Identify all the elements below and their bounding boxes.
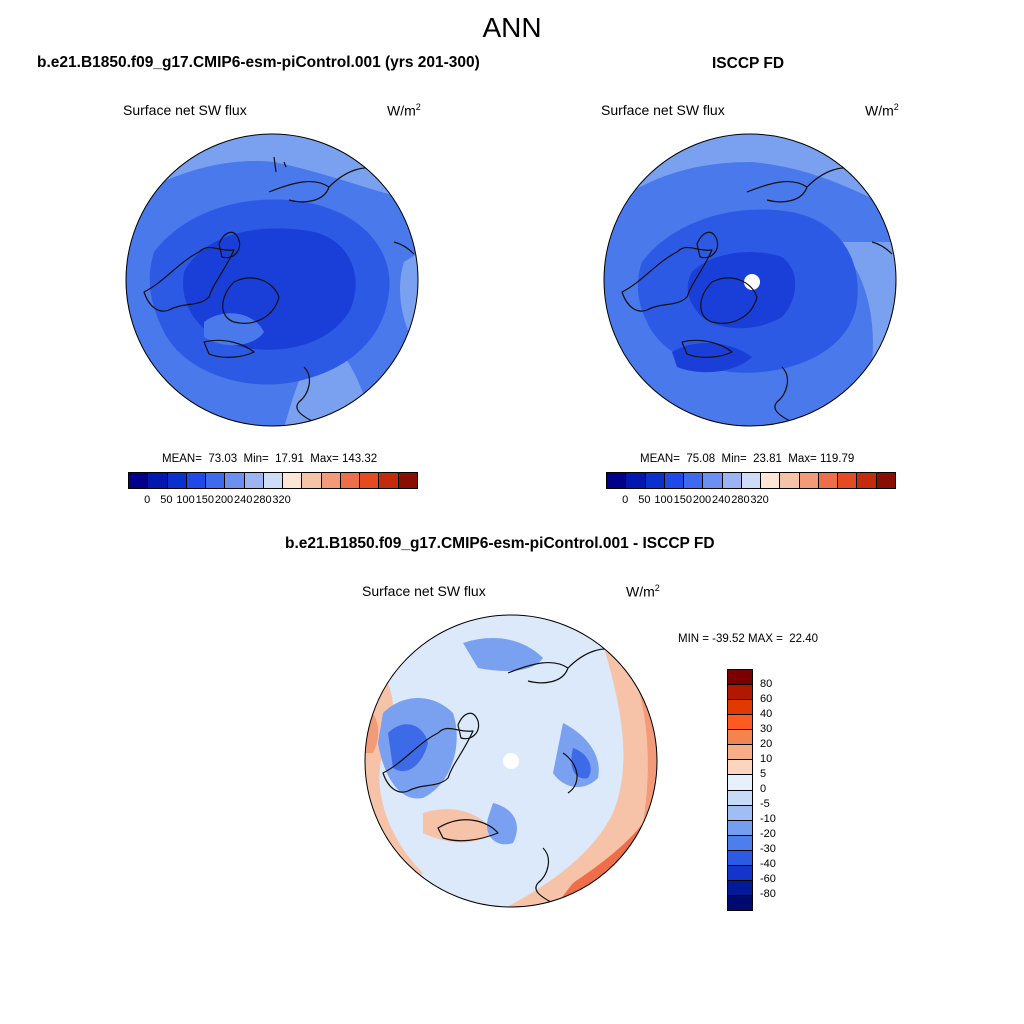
colorbar-box <box>186 473 207 488</box>
model-variable-label: Surface net SW flux <box>123 102 247 118</box>
colorbar-box <box>206 473 226 488</box>
diff-panel-title: b.e21.B1850.f09_g17.CMIP6-esm-piControl.… <box>285 535 715 552</box>
colorbar-box <box>876 473 895 488</box>
colorbar-box <box>728 805 752 821</box>
colorbar-box <box>728 715 752 731</box>
colorbar-box <box>225 473 245 488</box>
colorbar-box <box>799 473 819 488</box>
colorbar-box <box>321 473 341 488</box>
colorbar-box <box>728 895 752 910</box>
diff-variable-label: Surface net SW flux <box>362 583 486 599</box>
colorbar-tick-label: -10 <box>760 813 776 825</box>
colorbar-box <box>728 730 752 746</box>
obs-stats: MEAN= 75.08 Min= 23.81 Max= 119.79 <box>640 453 855 465</box>
colorbar-box <box>283 473 303 488</box>
colorbar-box <box>741 473 762 488</box>
colorbar-box <box>703 473 723 488</box>
colorbar-box <box>167 473 187 488</box>
model-colorbar <box>128 472 418 489</box>
colorbar-tick-label: 0 <box>760 783 767 795</box>
colorbar-box <box>780 473 800 488</box>
colorbar-tick-label: 200 <box>214 494 234 506</box>
colorbar-box <box>728 775 752 791</box>
colorbar-tick-label: 30 <box>760 723 773 735</box>
colorbar-tick-label: 0 <box>622 494 629 506</box>
colorbar-tick-label: 240 <box>712 494 731 506</box>
colorbar-box <box>728 745 752 761</box>
colorbar-tick-label: 320 <box>272 494 291 506</box>
colorbar-box <box>728 820 752 836</box>
diff-units-label: W/m2 <box>626 583 660 600</box>
colorbar-tick-label: 240 <box>234 494 253 506</box>
colorbar-tick-label: 0 <box>144 494 151 506</box>
colorbar-tick-label: -40 <box>760 858 776 870</box>
obs-colorbar <box>606 472 896 489</box>
colorbar-tick-label: 80 <box>760 678 773 690</box>
colorbar-box <box>626 473 646 488</box>
colorbar-tick-label: 280 <box>731 494 750 506</box>
colorbar-box <box>379 473 399 488</box>
colorbar-tick-label: 60 <box>760 693 773 705</box>
colorbar-box <box>728 670 752 686</box>
colorbar-tick-label: 320 <box>750 494 769 506</box>
colorbar-tick-label: -80 <box>760 888 776 900</box>
colorbar-box <box>728 865 752 881</box>
colorbar-box <box>340 473 361 488</box>
model-panel-title: b.e21.B1850.f09_g17.CMIP6-esm-piControl.… <box>37 54 480 71</box>
colorbar-box <box>728 760 752 776</box>
colorbar-tick-label: -5 <box>760 798 770 810</box>
colorbar-tick-label: 150 <box>195 494 214 506</box>
colorbar-tick-label: 100 <box>654 494 673 506</box>
colorbar-box <box>263 473 284 488</box>
colorbar-box <box>398 473 417 488</box>
colorbar-tick-label: 150 <box>673 494 692 506</box>
obs-polar-map <box>603 133 897 427</box>
colorbar-box <box>148 473 168 488</box>
colorbar-box <box>129 473 149 488</box>
colorbar-box <box>838 473 858 488</box>
colorbar-tick-label: -20 <box>760 828 776 840</box>
model-polar-map <box>125 133 419 427</box>
model-stats: MEAN= 73.03 Min= 17.91 Max= 143.32 <box>162 453 378 465</box>
colorbar-box <box>857 473 877 488</box>
model-units-label: W/m2 <box>387 102 421 119</box>
colorbar-tick-label: -30 <box>760 843 776 855</box>
colorbar-tick-label: 5 <box>760 768 767 780</box>
colorbar-box <box>645 473 665 488</box>
obs-panel-title: ISCCP FD <box>712 55 785 72</box>
colorbar-box <box>728 685 752 701</box>
colorbar-box <box>684 473 704 488</box>
colorbar-tick-label: 10 <box>760 753 773 765</box>
season-title: ANN <box>482 12 542 43</box>
diff-polar-map <box>364 614 658 908</box>
colorbar-tick-label: -60 <box>760 873 776 885</box>
colorbar-box <box>607 473 627 488</box>
colorbar-box <box>664 473 685 488</box>
colorbar-tick-label: 100 <box>176 494 195 506</box>
colorbar-box <box>722 473 742 488</box>
colorbar-box <box>761 473 781 488</box>
colorbar-box <box>302 473 322 488</box>
colorbar-tick-label: 50 <box>638 494 651 506</box>
colorbar-box <box>728 850 752 866</box>
colorbar-box <box>244 473 264 488</box>
colorbar-tick-label: 200 <box>692 494 712 506</box>
colorbar-tick-label: 50 <box>160 494 173 506</box>
colorbar-box <box>360 473 380 488</box>
colorbar-box <box>818 473 839 488</box>
colorbar-box <box>728 790 752 806</box>
colorbar-tick-label: 20 <box>760 738 773 750</box>
obs-variable-label: Surface net SW flux <box>601 102 725 118</box>
diff-stats: MIN = -39.52 MAX = 22.40 <box>678 633 818 645</box>
colorbar-tick-label: 40 <box>760 708 773 720</box>
colorbar-box <box>728 835 752 851</box>
obs-units-label: W/m2 <box>865 102 899 119</box>
colorbar-box <box>728 880 752 896</box>
diff-colorbar <box>727 669 753 911</box>
colorbar-box <box>728 700 752 716</box>
colorbar-tick-label: 280 <box>253 494 272 506</box>
